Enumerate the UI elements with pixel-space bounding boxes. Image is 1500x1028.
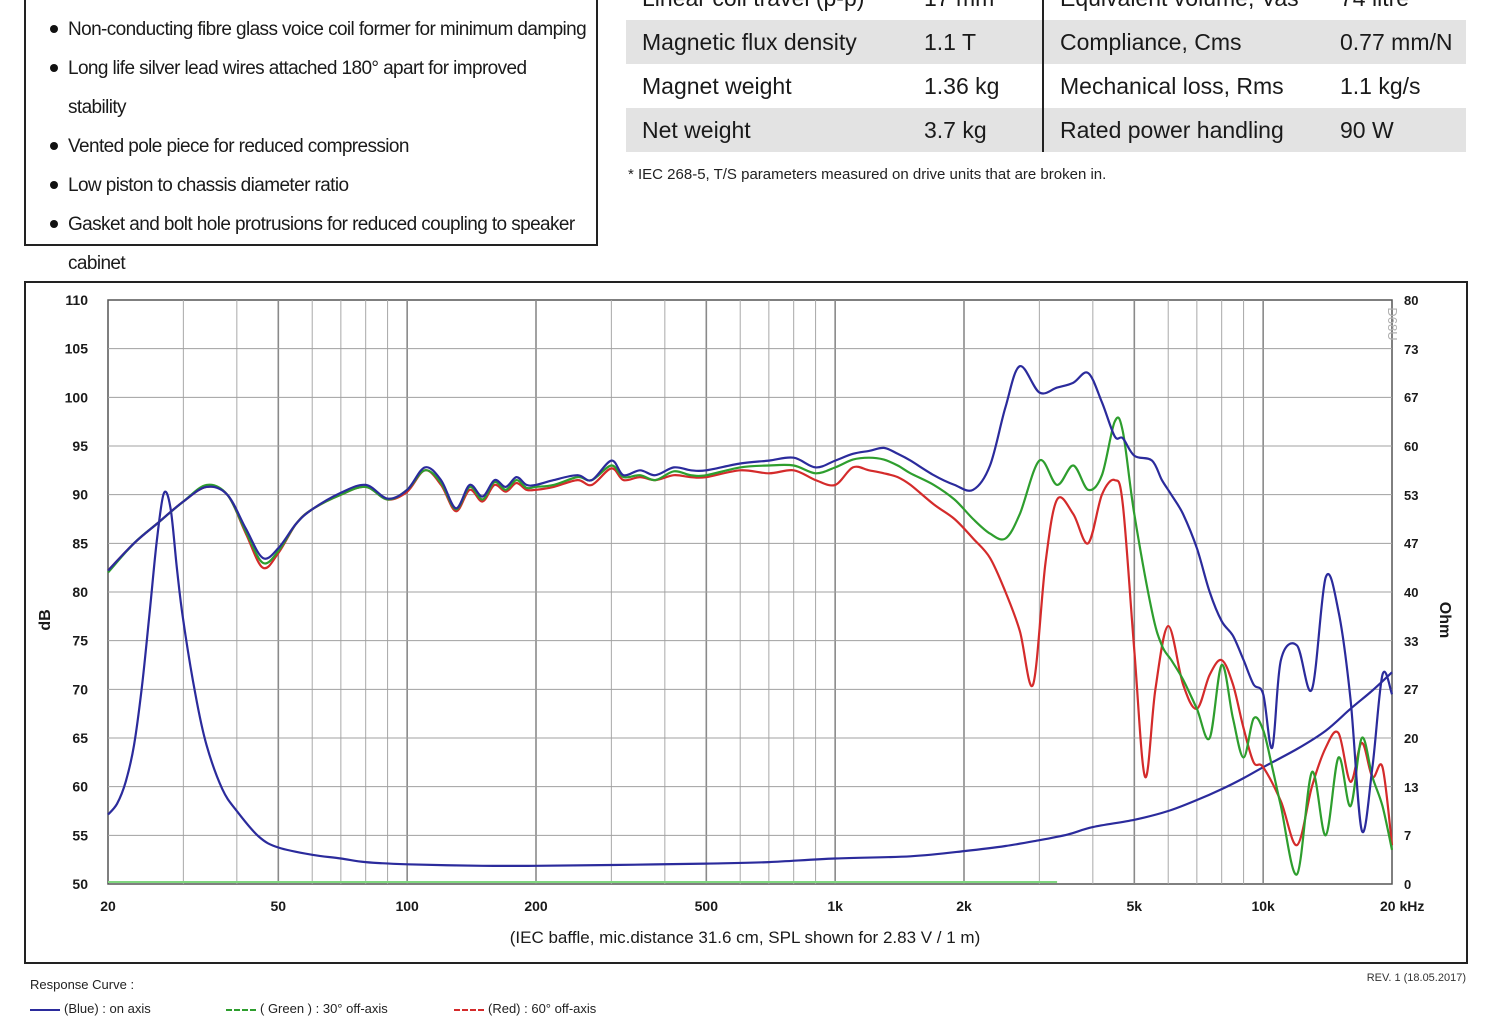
y-tick-label: 55 <box>72 827 88 843</box>
spec-label: Mechanical loss, Rms <box>1042 64 1324 108</box>
legend-items: (Blue) : on axis ( Green ) : 30° off-axi… <box>30 1001 830 1017</box>
chart-watermark: D68U <box>1385 307 1400 340</box>
spec-label: Compliance, Cms <box>1042 20 1324 64</box>
y2-tick-label: 7 <box>1404 828 1411 843</box>
legend-label: (Blue) : on axis <box>64 1001 151 1016</box>
spec-value: 74 litre <box>1324 0 1466 20</box>
legend-title: Response Curve : <box>30 977 135 992</box>
spec-value: 1.1 T <box>908 20 1043 64</box>
x-tick-label: 1k <box>827 898 843 914</box>
y2-axis-label: Ohm <box>1436 602 1453 638</box>
x-tick-label: 500 <box>695 898 719 914</box>
chart-grid <box>107 299 1393 885</box>
y2-tick-label: 60 <box>1404 439 1418 454</box>
series-line-off-axis-60 <box>107 465 1394 847</box>
y2-tick-label: 47 <box>1404 536 1418 551</box>
y-axis-label: dB <box>37 609 54 630</box>
spec-label: Net weight <box>626 108 908 152</box>
x-tick-label: 100 <box>395 898 419 914</box>
y2-tick-label: 33 <box>1404 634 1418 649</box>
legend-item-red: (Red) : 60° off-axis <box>454 1001 596 1016</box>
y-tick-label: 70 <box>72 681 88 697</box>
feature-item: Vented pole piece for reduced compressio… <box>48 127 588 166</box>
y2-tick-label: 53 <box>1404 488 1418 503</box>
x-tick-label: 200 <box>524 898 548 914</box>
y-tick-label: 100 <box>65 389 89 405</box>
spec-value: 17 mm <box>908 0 1043 20</box>
series-line-impedance <box>107 490 1393 868</box>
y-tick-label: 60 <box>72 779 88 795</box>
spec-row: Magnet weight 1.36 kg Mechanical loss, R… <box>626 64 1466 108</box>
spec-value: 1.1 kg/s <box>1340 72 1421 99</box>
x-tick-label: 20 <box>100 898 116 914</box>
chart-series <box>107 365 1394 876</box>
y2-tick-label: 80 <box>1404 293 1418 308</box>
legend-item-green: ( Green ) : 30° off-axis <box>226 1001 388 1016</box>
y2-tick-label: 40 <box>1404 585 1418 600</box>
legend-swatch <box>30 1008 60 1011</box>
series-line-on-axis <box>107 365 1394 834</box>
spec-table: Linear coil travel (p-p) 17 mm Equivalen… <box>626 0 1466 152</box>
feature-item-text: Gasket and bolt hole protrusions for red… <box>68 214 575 235</box>
legend-label: (Red) : 60° off-axis <box>488 1001 597 1016</box>
feature-item-continuation: cabinet <box>68 253 126 274</box>
spec-value: 0.77 mm/N <box>1324 20 1466 64</box>
y-tick-label: 110 <box>65 292 88 308</box>
y-tick-label: 105 <box>65 341 89 357</box>
feature-item: Non-conducting fibre glass voice coil fo… <box>48 10 588 49</box>
y2-tick-label: 20 <box>1404 731 1418 746</box>
y2-tick-label: 13 <box>1404 780 1418 795</box>
chart-labels: 1101051009590858075706560555080736760534… <box>37 292 1453 947</box>
x-tick-label: 20 kHz <box>1380 898 1424 914</box>
x-axis-label: (IEC baffle, mic.distance 31.6 cm, SPL s… <box>510 928 981 947</box>
x-tick-label: 50 <box>271 898 287 914</box>
y-tick-label: 50 <box>72 876 88 892</box>
spec-row: Linear coil travel (p-p) 17 mm Equivalen… <box>626 0 1466 20</box>
y2-tick-label: 27 <box>1404 682 1418 697</box>
legend: Response Curve : (Blue) : on axis ( Gree… <box>30 977 596 1016</box>
y2-tick-label: 0 <box>1404 877 1411 892</box>
y2-tick-label: 73 <box>1404 342 1418 357</box>
feature-box: Non-conducting fibre glass voice coil fo… <box>24 0 598 274</box>
legend-label: ( Green ) : 30° off-axis <box>260 1001 388 1016</box>
feature-list: Non-conducting fibre glass voice coil fo… <box>48 10 588 283</box>
y-tick-label: 95 <box>72 438 88 454</box>
revision-label: REV. 1 (18.05.2017) <box>1366 972 1466 984</box>
x-tick-label: 5k <box>1127 898 1143 914</box>
spec-value: 3.7 kg <box>908 108 1043 152</box>
y2-tick-label: 67 <box>1404 390 1418 405</box>
y-tick-label: 65 <box>72 730 88 746</box>
spec-value: 1.36 kg <box>924 72 1000 99</box>
x-tick-label: 10k <box>1251 898 1275 914</box>
y-tick-label: 85 <box>72 535 88 551</box>
y-tick-label: 90 <box>72 487 88 503</box>
spec-label: Magnet weight <box>642 72 792 99</box>
spec-label: Linear coil travel (p-p) <box>626 0 908 20</box>
legend-swatch <box>226 1008 256 1011</box>
legend-item-blue: (Blue) : on axis <box>30 1001 151 1016</box>
y-tick-label: 75 <box>72 633 88 649</box>
feature-item: Gasket and bolt hole protrusions for red… <box>48 205 588 283</box>
legend-swatch <box>454 1008 484 1011</box>
spec-note: * IEC 268-5, T/S parameters measured on … <box>628 166 1107 183</box>
spec-label: Magnetic flux density <box>626 20 908 64</box>
x-tick-label: 2k <box>956 898 972 914</box>
spec-label: Equivalent volume, Vas <box>1042 0 1324 20</box>
feature-item: Long life silver lead wires attached 180… <box>48 49 588 127</box>
spec-row: Net weight 3.7 kg Rated power handling 9… <box>626 108 1466 152</box>
spec-row: Magnetic flux density 1.1 T Compliance, … <box>626 20 1466 64</box>
spec-label: Rated power handling <box>1042 108 1324 152</box>
feature-item: Low piston to chassis diameter ratio <box>48 166 588 205</box>
y-tick-label: 80 <box>72 584 88 600</box>
spec-value: 90 W <box>1324 108 1466 152</box>
